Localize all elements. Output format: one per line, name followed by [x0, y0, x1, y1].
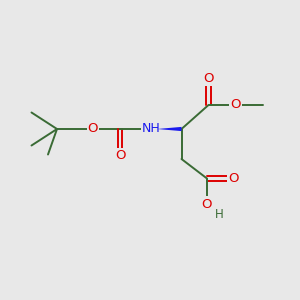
Text: O: O	[230, 98, 241, 112]
Text: O: O	[202, 197, 212, 211]
Text: O: O	[228, 172, 239, 185]
Text: H: H	[215, 208, 224, 221]
Polygon shape	[157, 127, 182, 131]
Text: O: O	[115, 149, 125, 162]
Text: O: O	[88, 122, 98, 136]
Text: NH: NH	[142, 122, 161, 136]
Text: O: O	[203, 72, 214, 85]
